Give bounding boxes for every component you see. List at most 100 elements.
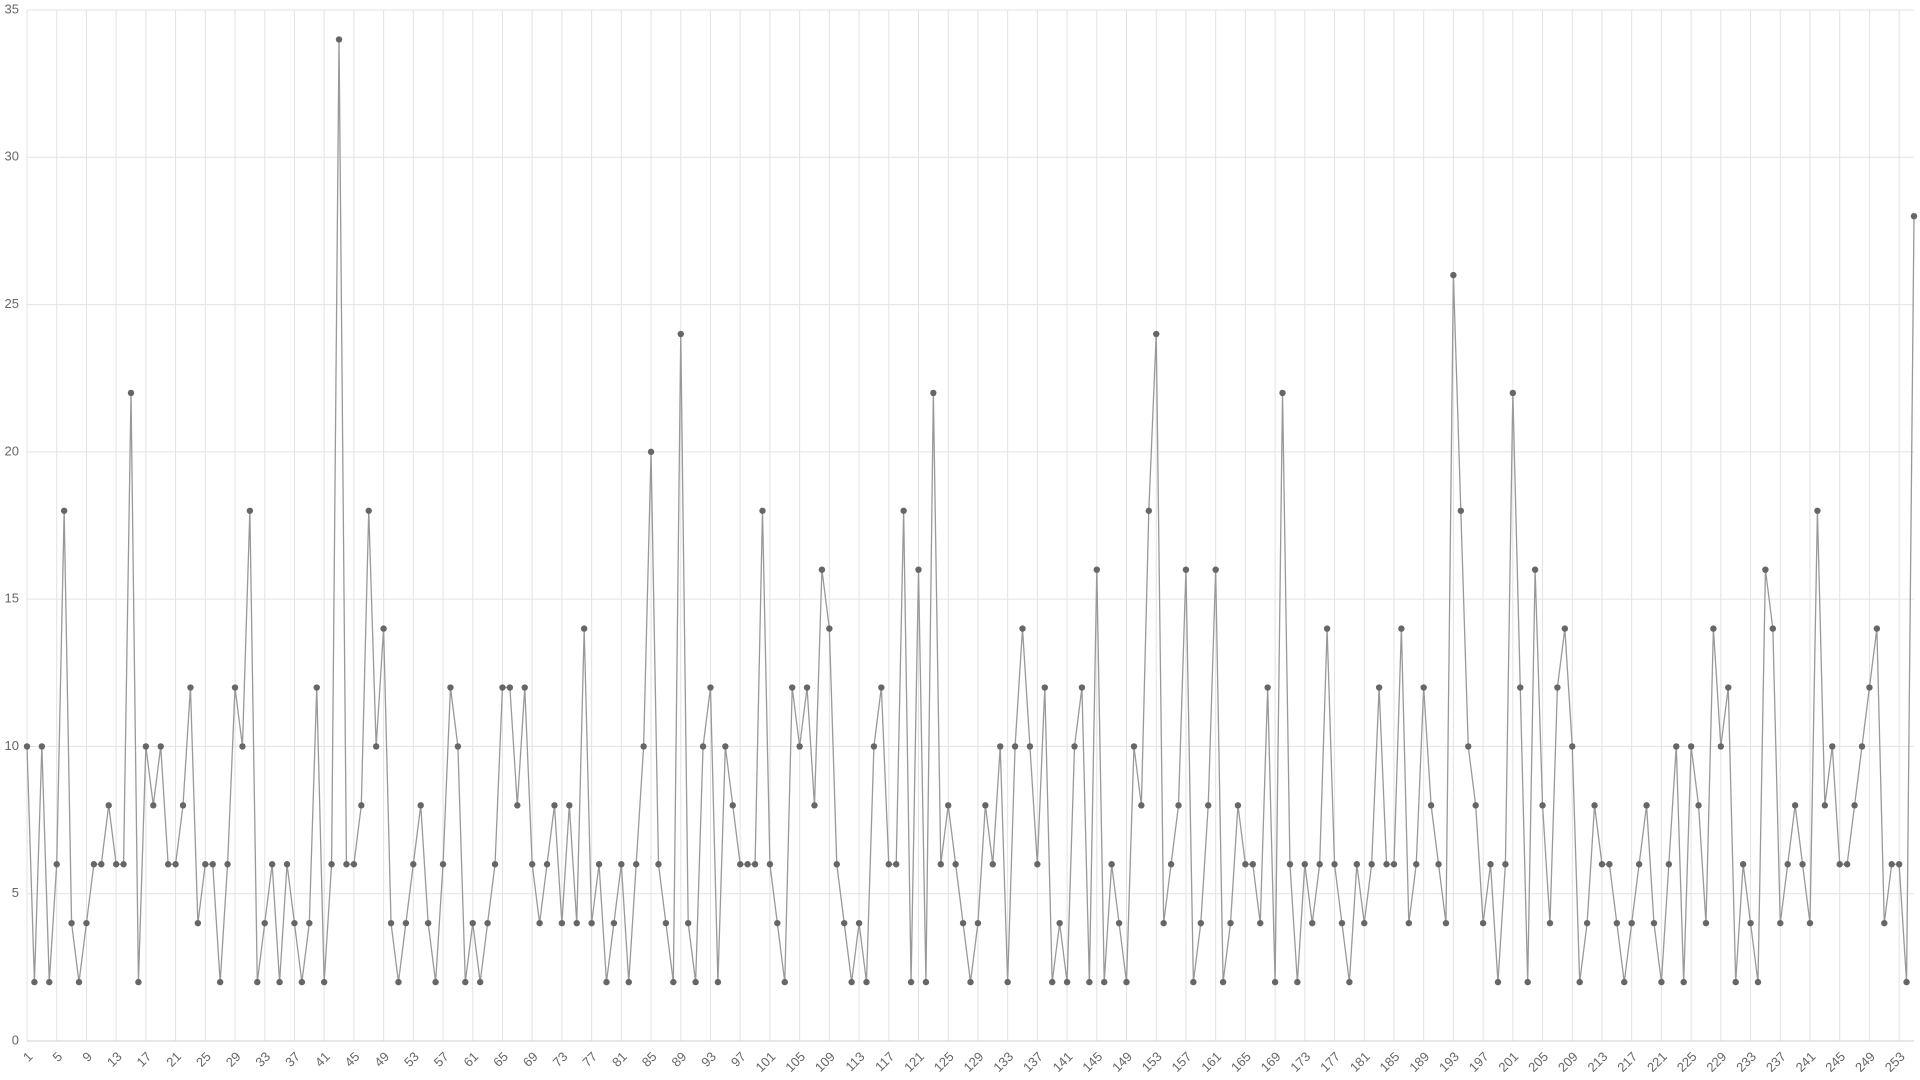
data-point xyxy=(1621,978,1628,986)
data-point xyxy=(417,802,424,809)
data-point xyxy=(1078,684,1086,691)
data-point xyxy=(1888,861,1895,868)
data-point xyxy=(1903,978,1910,986)
data-point xyxy=(900,507,907,514)
data-point xyxy=(1271,978,1279,986)
data-point xyxy=(1665,861,1673,868)
x-tick-label: 9 xyxy=(79,1049,95,1065)
data-point xyxy=(1643,802,1650,809)
data-point xyxy=(1777,919,1784,927)
data-point xyxy=(989,861,996,868)
data-point xyxy=(1071,743,1078,750)
data-point xyxy=(885,861,892,868)
data-point xyxy=(1762,566,1769,573)
y-tick-label: 30 xyxy=(5,149,19,164)
x-tick-label: 197 xyxy=(1466,1049,1492,1075)
data-point xyxy=(1249,861,1257,868)
data-point xyxy=(1628,919,1635,927)
data-point xyxy=(1606,861,1613,868)
data-point xyxy=(945,802,952,809)
data-point xyxy=(766,861,774,868)
data-point xyxy=(1264,684,1271,691)
data-point xyxy=(1279,389,1286,397)
data-point xyxy=(1026,743,1034,750)
x-tick-label: 189 xyxy=(1406,1049,1432,1075)
data-point xyxy=(1019,625,1026,632)
data-point xyxy=(1650,919,1658,927)
data-point xyxy=(1910,213,1918,220)
data-point xyxy=(172,861,179,868)
data-point xyxy=(588,919,595,927)
x-tick-label: 73 xyxy=(550,1049,571,1070)
data-point xyxy=(112,861,120,868)
data-point xyxy=(573,919,580,927)
x-tick-label: 33 xyxy=(252,1049,273,1070)
data-point xyxy=(105,802,112,809)
data-point xyxy=(952,861,959,868)
x-tick-label: 77 xyxy=(579,1049,600,1070)
x-tick-label: 81 xyxy=(609,1049,630,1070)
data-point xyxy=(410,861,417,868)
series-line xyxy=(26,39,1915,983)
data-point xyxy=(1086,978,1093,986)
data-point xyxy=(1546,919,1554,927)
data-point xyxy=(833,861,840,868)
data-point xyxy=(580,625,588,632)
data-point xyxy=(870,743,878,750)
data-point xyxy=(1190,978,1197,986)
data-point xyxy=(1153,330,1160,338)
x-tick-label: 37 xyxy=(282,1049,303,1070)
data-point xyxy=(1494,978,1502,986)
data-point xyxy=(1635,861,1643,868)
x-tick-label: 237 xyxy=(1763,1049,1789,1075)
data-point xyxy=(328,861,335,868)
data-point xyxy=(1011,743,1019,750)
data-point xyxy=(164,861,172,868)
x-tick-label: 217 xyxy=(1614,1049,1640,1075)
data-point xyxy=(320,978,328,986)
data-point xyxy=(1673,743,1680,750)
data-point xyxy=(707,684,714,691)
data-point xyxy=(343,861,350,868)
data-point xyxy=(1301,861,1309,868)
data-point xyxy=(1205,802,1212,809)
data-point xyxy=(1435,861,1442,868)
data-point xyxy=(878,684,885,691)
data-point xyxy=(402,919,410,927)
x-tick-label: 129 xyxy=(961,1049,987,1075)
x-tick-label: 21 xyxy=(163,1049,184,1070)
data-point xyxy=(1427,802,1435,809)
x-tick-label: 65 xyxy=(490,1049,511,1070)
x-tick-label: 213 xyxy=(1585,1049,1611,1075)
x-tick-label: 117 xyxy=(872,1049,897,1074)
data-point xyxy=(618,861,625,868)
data-point xyxy=(135,978,142,986)
data-point xyxy=(1487,861,1494,868)
data-point xyxy=(1368,861,1375,868)
data-point xyxy=(179,802,187,809)
data-point xyxy=(254,978,261,986)
data-point xyxy=(90,861,98,868)
data-point xyxy=(1576,978,1583,986)
data-point xyxy=(1063,978,1071,986)
data-point xyxy=(1524,978,1531,986)
data-point xyxy=(640,743,647,750)
y-tick-label: 5 xyxy=(12,885,19,900)
data-point xyxy=(1517,684,1524,691)
data-point xyxy=(1613,919,1621,927)
data-point xyxy=(729,802,736,809)
x-tick-label: 177 xyxy=(1317,1049,1343,1075)
x-tick-label: 173 xyxy=(1287,1049,1313,1075)
data-point xyxy=(677,330,684,338)
data-point xyxy=(907,978,915,986)
data-point xyxy=(432,978,439,986)
data-point xyxy=(974,919,982,927)
data-point xyxy=(1004,978,1011,986)
x-tick-label: 89 xyxy=(668,1049,689,1070)
data-point xyxy=(625,978,632,986)
data-point xyxy=(1680,978,1687,986)
data-point xyxy=(1806,919,1814,927)
x-tick-label: 201 xyxy=(1495,1049,1521,1075)
data-point xyxy=(1687,743,1695,750)
data-point xyxy=(1754,978,1762,986)
